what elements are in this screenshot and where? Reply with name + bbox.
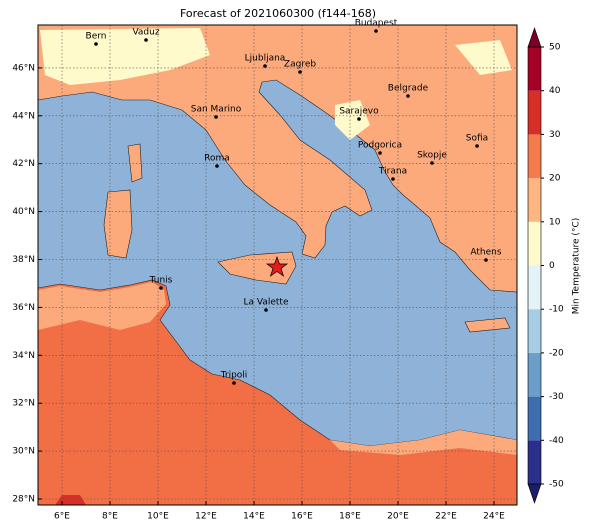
cold-region: [40, 28, 210, 85]
city-label: Bern: [86, 32, 107, 42]
city: San Marino: [191, 105, 242, 119]
city: Bern: [86, 32, 107, 46]
lon-label: 6°E: [54, 512, 70, 522]
city-label: Zagreb: [284, 60, 316, 70]
city-label: Belgrade: [388, 84, 429, 94]
lat-label: 38°N: [12, 255, 35, 265]
star-marker: [265, 255, 289, 277]
colorbar-tick-label: -30: [549, 392, 564, 402]
colorbar-tick-label: -20: [549, 348, 564, 358]
mild-region: [38, 282, 166, 330]
axes: 6°E 8°E 10°E 12°E 14°E 16°E 18°E 20°E 22°E 24°E 28…: [12, 63, 505, 521]
city-label: La Valette: [244, 298, 289, 308]
colorbar-tick-label: 0: [549, 261, 555, 271]
lon-label: 22°E: [435, 512, 457, 522]
mild-region: [330, 430, 517, 455]
colorbar: -50 -40 -30 -20 -10 0 10 20 30 40 50: [527, 27, 564, 504]
lat-label: 30°N: [12, 447, 35, 457]
lon-label: 10°E: [147, 512, 169, 522]
city: Podgorica: [358, 141, 402, 155]
colorbar-tick-label: 40: [549, 86, 561, 96]
city: Zagreb: [284, 60, 316, 74]
cold-region: [335, 100, 370, 140]
map: [37, 24, 518, 506]
lon-label: 18°E: [339, 512, 361, 522]
colorbar-tick-label: -50: [549, 480, 564, 490]
colorbar-tick-label: 10: [549, 217, 561, 227]
city: Skopje: [417, 151, 447, 165]
colorbar-tick-label: 20: [549, 174, 561, 184]
colorbar-label: Min Temperature (°C): [572, 218, 582, 315]
sardinia: [103, 189, 133, 259]
lat-label: 42°N: [12, 159, 35, 169]
city-label: Sarajevo: [339, 107, 379, 117]
city: La Valette: [244, 298, 289, 312]
colorbar-band: [528, 90, 541, 135]
city-label: Athens: [470, 248, 501, 258]
colorbar-band: [528, 309, 541, 353]
colorbar-band: [528, 265, 541, 310]
city-label: Roma: [204, 154, 230, 164]
lon-label: 8°E: [102, 512, 118, 522]
cities: Bern Vaduz Budapest Ljubljana Zagreb Bel…: [86, 19, 502, 385]
city: Tripoli: [220, 371, 248, 385]
colorbar-over: [527, 27, 542, 48]
map-frame: [37, 24, 518, 506]
city-label: Budapest: [355, 19, 398, 29]
colorbar-band: [528, 396, 541, 441]
city-label: Podgorica: [358, 141, 402, 151]
city: Ljubljana: [245, 54, 286, 68]
lat-label: 36°N: [12, 303, 35, 313]
colorbar-band: [528, 47, 541, 91]
colorbar-band: [528, 440, 541, 484]
colorbar-band: [528, 352, 541, 397]
city-label: Vaduz: [132, 28, 159, 38]
city-label: Tirana: [378, 167, 407, 177]
lon-label: 12°E: [195, 512, 217, 522]
lon-label: 14°E: [243, 512, 265, 522]
city: Budapest: [355, 19, 398, 33]
colorbar-band: [528, 134, 541, 179]
lon-label: 16°E: [291, 512, 313, 522]
city: Sarajevo: [339, 107, 379, 121]
lat-label: 34°N: [12, 351, 35, 361]
lat-label: 28°N: [12, 495, 35, 505]
colorbar-band: [528, 221, 541, 266]
colorbar-tick-label: 30: [549, 130, 561, 140]
city-label: Tunis: [149, 276, 173, 286]
city: Athens: [470, 248, 502, 262]
city: Belgrade: [388, 84, 429, 98]
colorbar-tick-label: 50: [549, 43, 561, 53]
city: Sofia: [466, 134, 488, 148]
lat-label: 40°N: [12, 207, 35, 217]
city: Vaduz: [132, 28, 160, 42]
colorbar-under: [527, 483, 542, 504]
crete: [464, 317, 511, 333]
colorbar-band: [528, 178, 541, 222]
corsica: [127, 143, 143, 183]
city: Tirana: [378, 167, 407, 181]
title: Forecast of 2021060300 (f144-168): [180, 7, 376, 20]
city-label: Ljubljana: [245, 54, 286, 64]
city-label: Sofia: [466, 134, 488, 144]
lat-label: 32°N: [12, 399, 35, 409]
lat-label: 44°N: [12, 111, 35, 121]
city-label: Tripoli: [220, 371, 248, 381]
city: Roma: [204, 154, 230, 168]
colorbar-tick-label: -40: [549, 436, 564, 446]
cold-region: [455, 40, 512, 75]
hot-region: [55, 495, 86, 505]
city-label: Skopje: [417, 151, 447, 161]
lon-label: 24°E: [483, 512, 505, 522]
lat-label: 46°N: [12, 63, 35, 73]
lon-label: 20°E: [387, 512, 409, 522]
city-label: San Marino: [191, 105, 242, 115]
city: Tunis: [149, 276, 173, 290]
colorbar-tick-label: -10: [549, 305, 564, 315]
